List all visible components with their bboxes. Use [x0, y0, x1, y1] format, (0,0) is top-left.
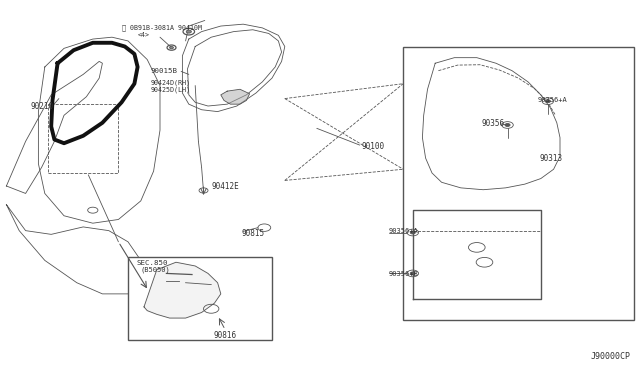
Bar [403, 46, 634, 320]
Text: ⓝ 0B91B-3081A 90410M: ⓝ 0B91B-3081A 90410M [122, 25, 202, 31]
Circle shape [505, 124, 510, 126]
Text: 90356: 90356 [481, 119, 504, 128]
Text: 90816: 90816 [213, 331, 236, 340]
Text: 90356+A: 90356+A [538, 97, 567, 103]
Text: 90356+A: 90356+A [388, 228, 418, 234]
Polygon shape [144, 262, 221, 318]
Text: <4>: <4> [138, 32, 150, 38]
Text: 90210: 90210 [31, 102, 54, 110]
Text: J90000CP: J90000CP [590, 352, 630, 361]
Circle shape [410, 231, 415, 234]
Text: 90100: 90100 [362, 142, 385, 151]
Text: 90313: 90313 [540, 154, 563, 163]
Bar [128, 257, 272, 340]
Text: 90412E: 90412E [211, 182, 239, 191]
Text: (B5050): (B5050) [141, 266, 170, 273]
Circle shape [410, 272, 415, 275]
Polygon shape [221, 89, 250, 104]
Text: 90356+B: 90356+B [388, 271, 418, 277]
Circle shape [186, 30, 191, 33]
Circle shape [545, 100, 550, 103]
Text: 90815: 90815 [241, 229, 264, 238]
Circle shape [170, 46, 173, 49]
Text: 90425D(LH): 90425D(LH) [150, 87, 191, 93]
Text: 90015B: 90015B [150, 68, 177, 74]
Text: SEC.850: SEC.850 [136, 260, 168, 266]
Text: 90424D(RH): 90424D(RH) [150, 79, 191, 86]
